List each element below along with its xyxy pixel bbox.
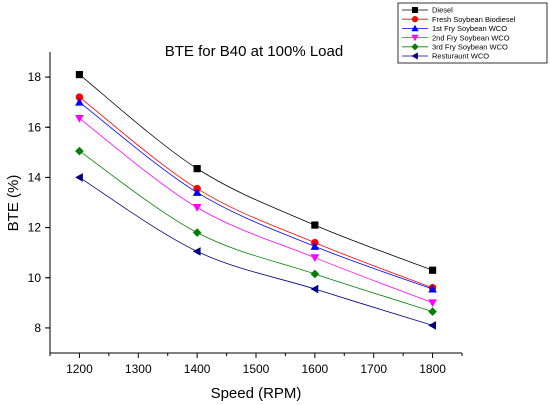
data-point: [310, 284, 319, 294]
y-tick-label: 8: [34, 321, 41, 335]
data-point: [428, 266, 437, 274]
data-point: [75, 70, 84, 79]
x-tick-label: 1200: [66, 362, 93, 376]
legend-marker: [411, 52, 418, 60]
series-5: [75, 173, 437, 330]
x-tick-label: 1300: [125, 362, 152, 376]
y-axis-label: BTE (%): [5, 175, 22, 232]
data-point: [75, 173, 83, 182]
data-point: [193, 165, 201, 173]
y-tick-label: 10: [28, 271, 42, 285]
series-line: [79, 150, 433, 312]
data-point: [75, 97, 84, 106]
series-layer: [75, 70, 437, 330]
x-ticks: 1200 1300 1400 1500 1600 1700 1800: [49, 353, 463, 376]
series-2: [75, 97, 437, 293]
data-point: [75, 146, 84, 156]
data-point: [310, 269, 320, 279]
legend-marker: [411, 43, 419, 51]
legend-marker: [411, 16, 419, 23]
x-tick-label: 1500: [243, 362, 270, 376]
x-tick-label: 1400: [184, 362, 211, 376]
y-tick-label: 14: [28, 170, 42, 184]
y-tick-label: 18: [28, 70, 42, 84]
series-3: [75, 115, 437, 308]
data-point: [75, 115, 84, 123]
series-line: [79, 101, 433, 290]
legend-marker: [411, 34, 419, 42]
legend-entry: 2nd Fry Soybean WCO: [432, 33, 510, 42]
data-point: [428, 307, 437, 316]
x-tick-label: 1700: [360, 362, 387, 376]
legend-entry: Fresh Soybean Biodiesel: [432, 15, 516, 24]
data-point: [310, 242, 320, 250]
legend-marker: [411, 24, 419, 32]
series-line: [79, 96, 433, 289]
chart-title: BTE for B40 at 100% Load: [165, 43, 343, 60]
data-point: [310, 254, 320, 263]
series-4: [75, 146, 437, 316]
legend-marker: [412, 7, 418, 13]
y-tick-label: 16: [28, 120, 42, 134]
y-tick-label: 12: [28, 221, 42, 235]
plot-frame: [49, 52, 462, 354]
series-1: [75, 93, 437, 292]
data-point: [428, 299, 437, 308]
data-point: [311, 221, 319, 229]
legend-entry: Diesel: [432, 6, 453, 15]
series-line: [79, 74, 433, 271]
data-point: [192, 247, 201, 256]
x-tick-label: 1800: [419, 362, 446, 376]
x-axis-label: Speed (RPM): [211, 385, 302, 402]
legend-entry: 1st Fry Soybean WCO: [432, 24, 507, 33]
legend-entry: 3rd Fry Soybean WCO: [432, 43, 508, 52]
series-line: [79, 118, 433, 304]
legend-entry: Resturaunt WCO: [432, 52, 489, 61]
data-point: [428, 321, 437, 330]
data-point: [192, 228, 202, 237]
data-point: [428, 284, 437, 293]
series-0: [75, 70, 437, 274]
y-ticks: 8 10 12 14 16 18: [28, 70, 50, 335]
data-point: [75, 93, 84, 101]
legend-box: [397, 2, 548, 64]
data-point: [192, 188, 202, 196]
series-line: [79, 177, 433, 326]
data-point: [192, 204, 202, 212]
x-tick-label: 1600: [302, 362, 329, 376]
